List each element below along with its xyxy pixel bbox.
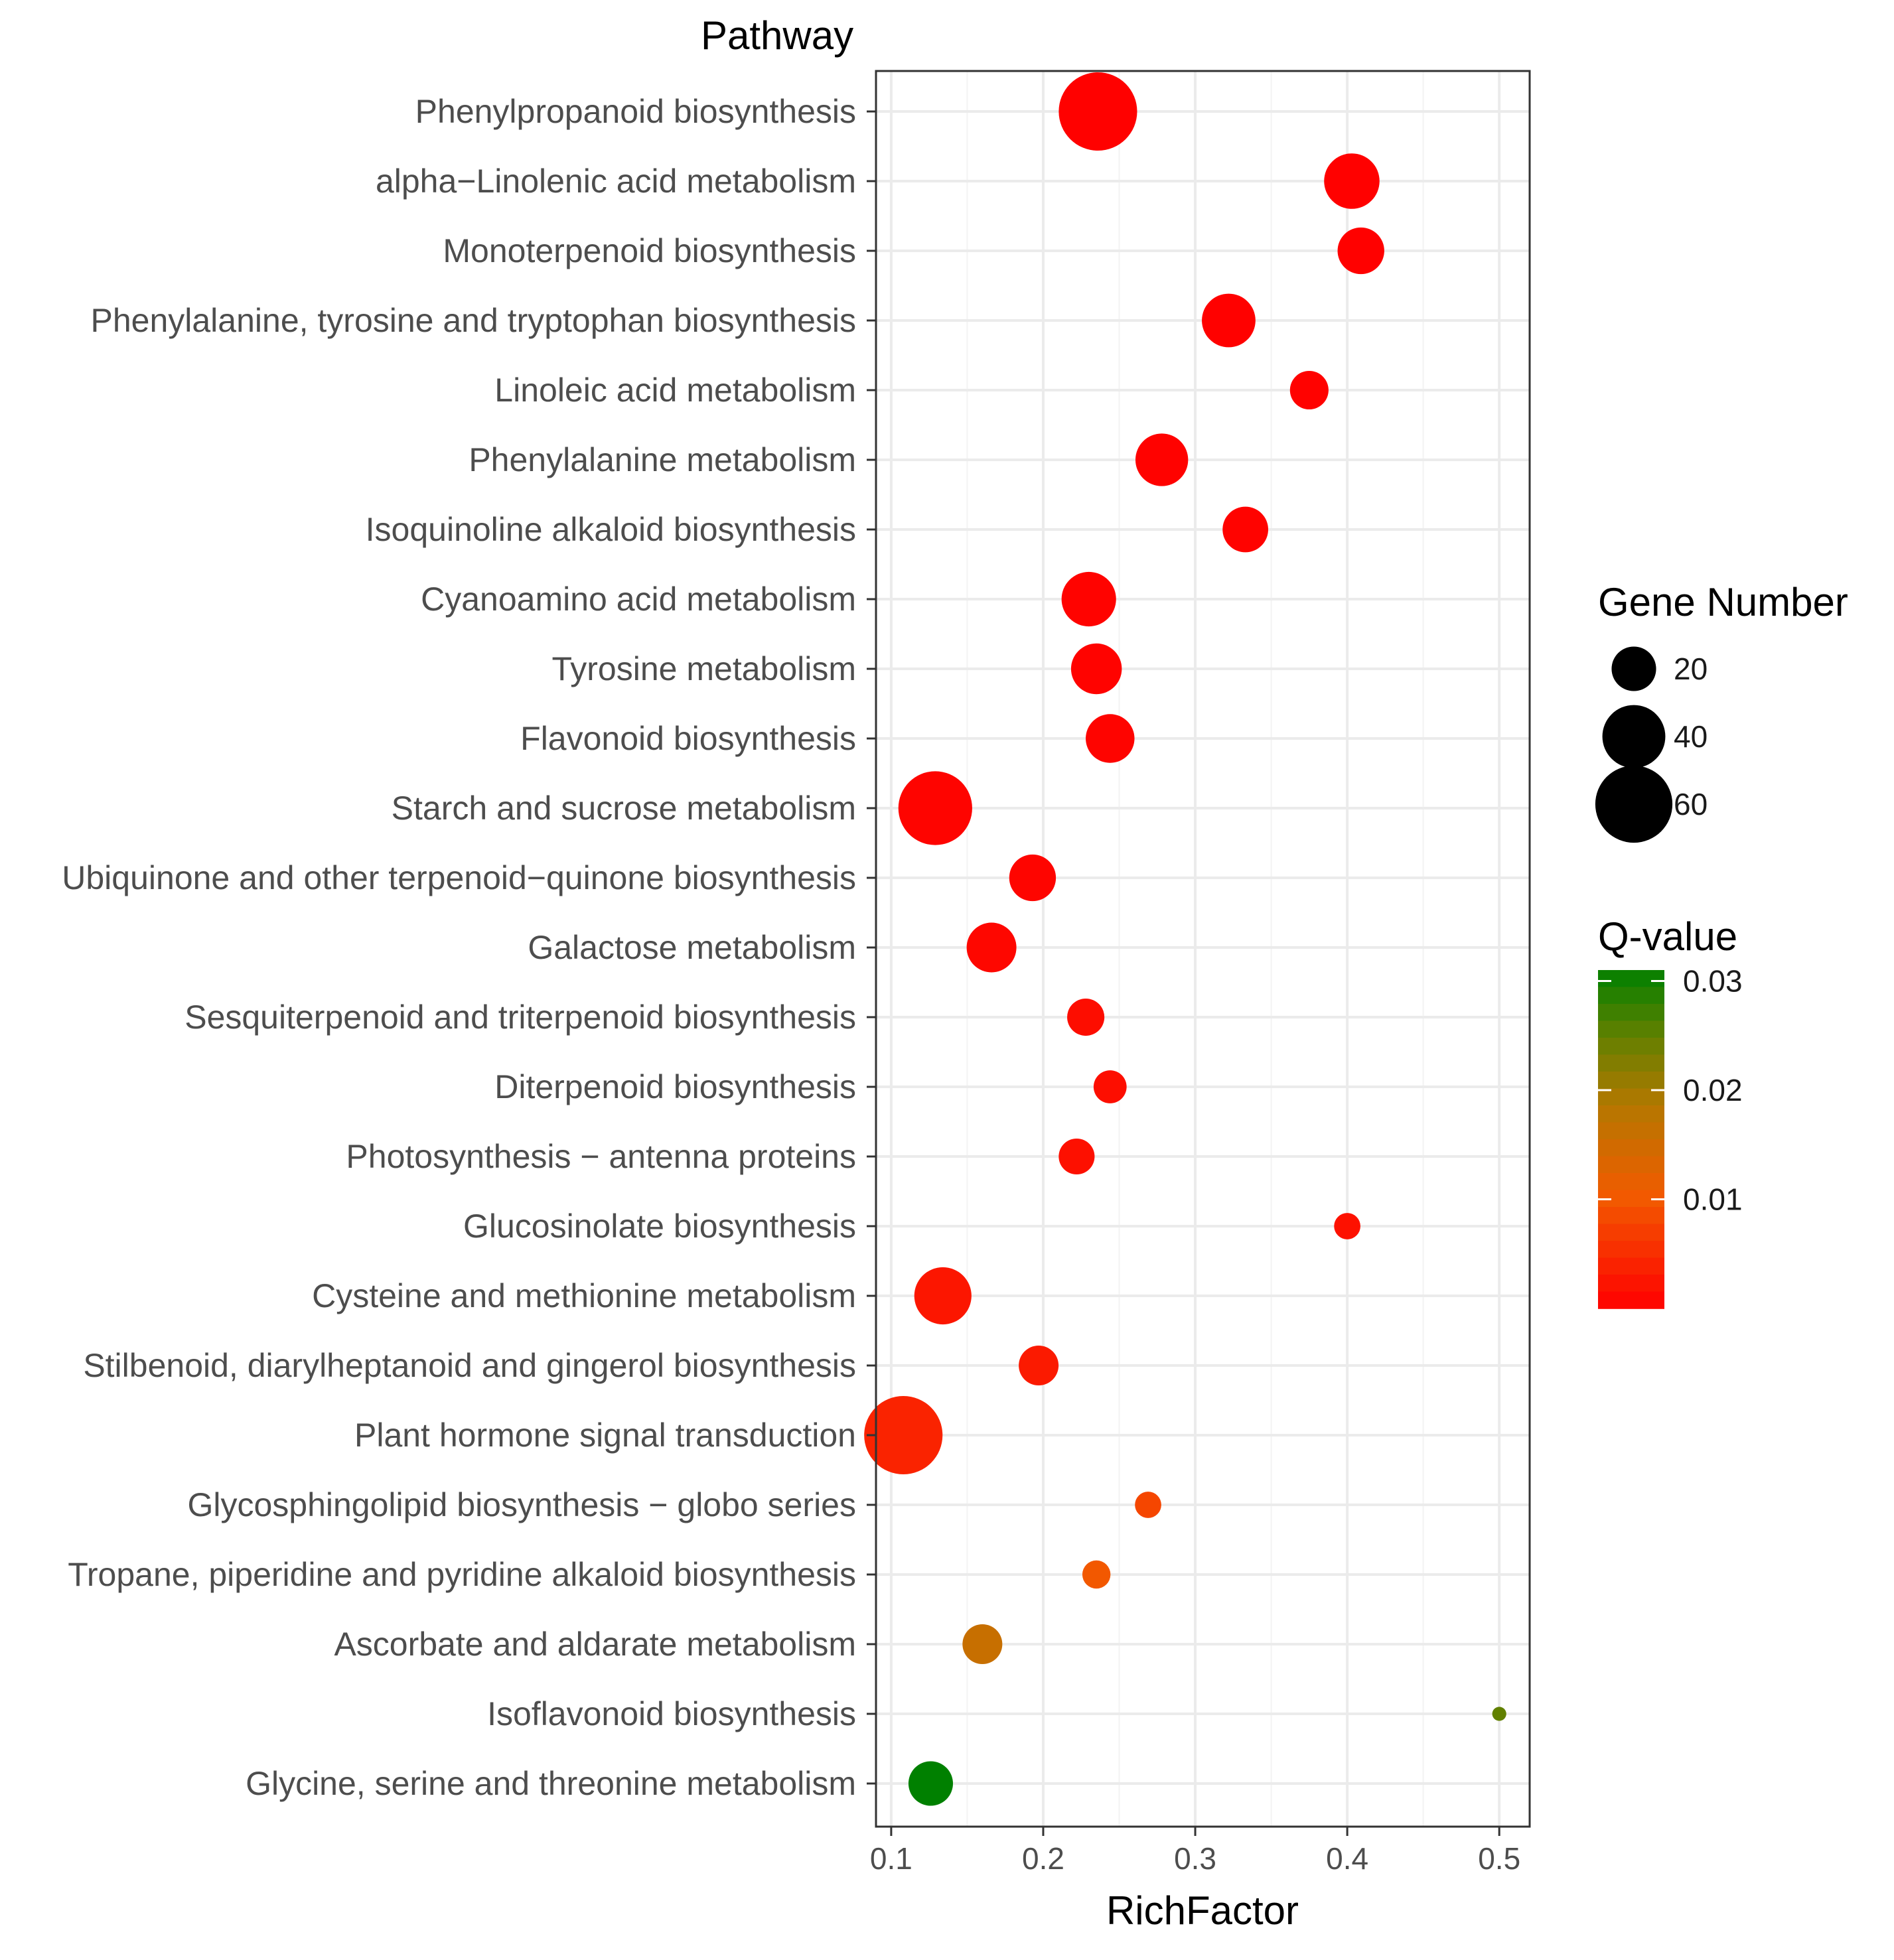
size-legend-title: Gene Number [1598,580,1848,624]
color-bar-segment-14 [1598,1207,1664,1225]
color-bar-segment-2 [1598,1004,1664,1022]
y-tick-label-15: Photosynthesis − antenna proteins [346,1138,856,1175]
color-bar-segment-17 [1598,1257,1664,1275]
color-bar-segment-4 [1598,1038,1664,1056]
y-tick-label-20: Glycosphingolipid biosynthesis − globo s… [187,1486,856,1523]
point-1 [1324,153,1380,209]
size-legend-label-0: 20 [1674,652,1708,686]
color-bar-segment-6 [1598,1072,1664,1089]
x-axis-title: RichFactor [1106,1888,1299,1933]
point-17 [914,1267,972,1325]
size-legend-label-2: 60 [1674,787,1708,821]
y-tick-label-0: Phenylpropanoid biosynthesis [415,93,856,130]
point-15 [1058,1138,1095,1175]
point-2 [1337,227,1384,275]
y-tick-label-21: Tropane, piperidine and pyridine alkaloi… [68,1556,856,1593]
data-points [864,72,1506,1806]
y-tick-label-8: Tyrosine metabolism [552,650,857,687]
y-tick-label-7: Cyanoamino acid metabolism [421,581,856,618]
color-legend-label-2: 0.03 [1683,963,1743,998]
point-5 [1135,433,1189,486]
size-legend: Gene Number 20 40 60 [1595,580,1848,843]
point-0 [1058,72,1137,151]
size-legend-key-2 [1595,765,1673,843]
point-13 [1067,998,1105,1036]
y-tick-label-11: Ubiquinone and other terpenoid−quinone b… [62,859,856,896]
y-tick-label-10: Starch and sucrose metabolism [392,790,856,827]
x-axis: 0.1 0.2 0.3 0.4 0.5 [870,1827,1520,1876]
color-bar-segment-12 [1598,1173,1664,1191]
point-3 [1202,293,1256,348]
point-8 [1070,643,1122,695]
grid-lines [876,71,1530,1827]
y-tick-label-17: Cysteine and methionine metabolism [312,1277,856,1314]
point-22 [962,1624,1003,1664]
point-24 [908,1761,954,1806]
y-tick-label-9: Flavonoid biosynthesis [520,720,856,757]
color-bar-segment-10 [1598,1139,1664,1157]
point-16 [1334,1213,1360,1239]
y-tick-label-12: Galactose metabolism [528,929,856,966]
point-23 [1492,1707,1506,1721]
plot-area [864,70,1531,1828]
color-bar-segment-5 [1598,1054,1664,1072]
color-bar-segment-16 [1598,1241,1664,1259]
y-tick-label-13: Sesquiterpenoid and triterpenoid biosynt… [184,999,856,1036]
plot-border [875,70,1531,1828]
x-tick-label-2: 0.3 [1174,1841,1216,1876]
color-bar-segment-18 [1598,1275,1664,1293]
y-tick-label-5: Phenylalanine metabolism [469,441,856,478]
point-21 [1082,1560,1111,1589]
point-7 [1061,571,1116,627]
y-tick-label-24: Glycine, serine and threonine metabolism [246,1765,856,1802]
point-14 [1093,1070,1127,1103]
y-tick-label-22: Ascorbate and aldarate metabolism [334,1626,856,1663]
point-12 [966,922,1017,973]
y-tick-label-6: Isoquinoline alkaloid biosynthesis [366,511,856,548]
y-tick-label-23: Isoflavonoid biosynthesis [487,1695,856,1732]
point-11 [1009,854,1056,902]
y-tick-label-18: Stilbenoid, diarylheptanoid and gingerol… [83,1347,856,1384]
point-19 [864,1395,943,1475]
point-4 [1289,370,1329,410]
y-tick-label-16: Glucosinolate biosynthesis [463,1208,856,1245]
point-10 [898,771,972,845]
color-bar-segment-0 [1598,970,1664,988]
color-bar-segment-3 [1598,1020,1664,1038]
chart-title: Pathway [701,13,853,58]
x-tick-label-1: 0.2 [1022,1841,1064,1876]
x-tick-label-3: 0.4 [1326,1841,1368,1876]
color-bar-segment-8 [1598,1105,1664,1123]
color-legend: Q-value 0.01 0.02 0.03 [1598,914,1743,1309]
x-tick-label-0: 0.1 [870,1841,912,1876]
color-bar-segment-9 [1598,1122,1664,1140]
y-tick-label-2: Monoterpenoid biosynthesis [443,232,856,269]
size-legend-label-1: 40 [1674,719,1708,754]
y-axis: Phenylpropanoid biosynthesis alpha−Linole… [62,93,876,1802]
color-bar-segment-1 [1598,987,1664,1005]
point-9 [1086,714,1135,763]
x-tick-label-4: 0.5 [1478,1841,1520,1876]
y-tick-label-14: Diterpenoid biosynthesis [494,1068,856,1105]
color-legend-label-1: 0.02 [1683,1073,1743,1107]
size-legend-key-0 [1611,646,1656,691]
color-bar-segment-7 [1598,1088,1664,1106]
y-tick-label-19: Plant hormone signal transduction [354,1417,856,1454]
color-bar-segment-11 [1598,1156,1664,1174]
y-tick-label-3: Phenylalanine, tyrosine and tryptophan b… [90,302,856,339]
size-legend-key-1 [1602,705,1666,768]
color-legend-ticks: 0.01 0.02 0.03 [1598,963,1743,1216]
color-bar-segment-19 [1598,1291,1664,1309]
color-bar [1598,970,1664,1309]
size-legend-entries: 20 40 60 [1595,646,1708,843]
color-legend-label-0: 0.01 [1683,1182,1743,1216]
point-6 [1222,506,1269,553]
y-tick-label-1: alpha−Linolenic acid metabolism [376,163,856,200]
y-tick-label-4: Linoleic acid metabolism [494,372,856,409]
point-18 [1019,1346,1059,1385]
color-legend-title: Q-value [1598,914,1737,959]
point-20 [1135,1492,1161,1518]
color-bar-segment-15 [1598,1224,1664,1241]
